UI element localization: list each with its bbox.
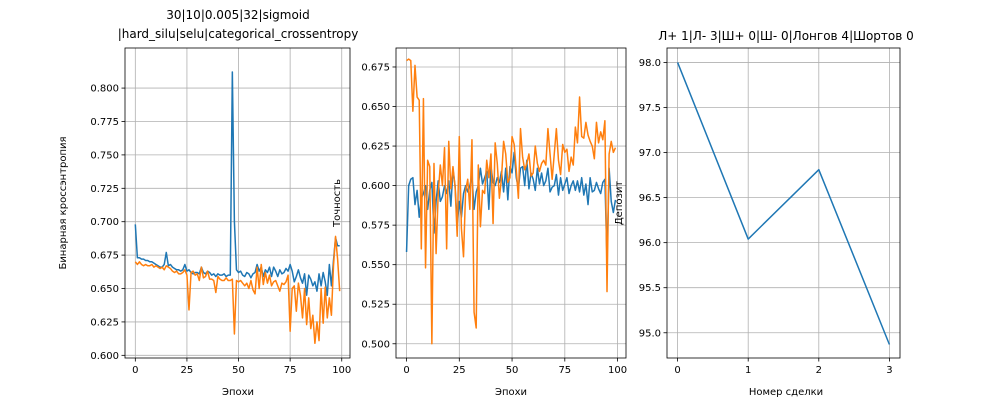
accuracy-chart-xtick-label: 25: [453, 365, 466, 376]
accuracy-chart-frame: [395, 47, 627, 359]
accuracy-chart-xlabel: Эпохи: [495, 387, 527, 398]
accuracy-chart-xtick-label: 0: [403, 365, 409, 376]
loss-chart-xtick-label: 75: [284, 365, 297, 376]
deposit-chart: 0 1 2 3 95.0 95.5 96.0 96.5 97.0 97.5 98.0 Л+ 1|Л-…: [614, 29, 914, 398]
accuracy-chart-ytick-label: 0.675: [361, 62, 390, 73]
accuracy-chart-xtick-label: 100: [608, 365, 627, 376]
loss-chart-ytick-label: 0.700: [90, 217, 119, 228]
loss-chart-ytick-label: 0.600: [90, 351, 119, 362]
loss-chart-series-1-line: [134, 71, 340, 296]
loss-chart-ytick-label: 0.625: [90, 317, 119, 328]
loss-chart-title: 30|10|0.005|32|sigmoid |hard_silu|selu|ca…: [118, 8, 359, 41]
accuracy-chart: 0 25 50 75 100 0.500 0.525 0.550 0.575 0.600 0.625…: [332, 47, 627, 398]
loss-chart-xlabel: Эпохи: [222, 387, 254, 398]
accuracy-chart-ylabel: Точность: [332, 179, 343, 228]
loss-chart-xtick-label: 100: [332, 365, 351, 376]
accuracy-chart-ytick-label: 0.625: [361, 142, 390, 153]
deposit-chart-ytick-label: 98.0: [639, 58, 661, 69]
accuracy-chart-ytick-label: 0.650: [361, 102, 390, 113]
deposit-chart-ytick-label: 95.5: [639, 283, 661, 294]
loss-chart-ytick-label: 0.800: [90, 84, 119, 95]
loss-chart-ytick-label: 0.675: [90, 251, 119, 262]
deposit-chart-ytick-label: 96.0: [639, 238, 661, 249]
deposit-chart-xtick-label: 1: [745, 365, 751, 376]
accuracy-chart-ytick-label: 0.575: [361, 221, 390, 232]
deposit-chart-xtick-label: 0: [674, 365, 680, 376]
deposit-chart-ytick-label: 95.0: [639, 328, 661, 339]
deposit-chart-ytick-label: 97.0: [639, 148, 661, 159]
loss-chart-ytick-label: 0.725: [90, 184, 119, 195]
accuracy-chart-xtick-label: 50: [506, 365, 519, 376]
accuracy-chart-series-2-line: [406, 58, 617, 345]
accuracy-chart-xtick-label: 75: [558, 365, 571, 376]
deposit-chart-ytick-label: 97.5: [639, 103, 661, 114]
loss-chart-series-2-line: [134, 235, 341, 345]
deposit-chart-ytick-label: 96.5: [639, 193, 661, 204]
loss-chart-xtick-label: 25: [181, 365, 194, 376]
deposit-chart-xtick-label: 2: [816, 365, 822, 376]
deposit-chart-xlabel: Номер сделки: [749, 387, 823, 398]
deposit-chart-title: Л+ 1|Л- 3|Ш+ 0|Ш- 0|Лонгов 4|Шортов 0: [658, 29, 914, 43]
deposit-chart-series-1-line: [676, 62, 891, 345]
loss-chart-ytick-label: 0.650: [90, 284, 119, 295]
deposit-chart-frame: [666, 47, 901, 359]
loss-chart-xtick-label: 50: [232, 365, 245, 376]
deposit-chart-xtick-label: 3: [886, 365, 892, 376]
loss-chart-ylabel: Бинарная кроссэнтропия: [58, 136, 69, 269]
loss-chart-ytick-label: 0.775: [90, 117, 119, 128]
deposit-chart-ylabel: Депозит: [614, 181, 625, 225]
loss-chart: 0 25 50 75 100 0.600 0.625 0.650 0.675 0.700 0.725…: [58, 8, 358, 398]
accuracy-chart-ytick-label: 0.525: [361, 300, 390, 311]
accuracy-chart-ytick-label: 0.550: [361, 260, 390, 271]
loss-chart-ytick-label: 0.750: [90, 150, 119, 161]
accuracy-chart-ytick-label: 0.600: [361, 181, 390, 192]
loss-chart-frame: [124, 47, 351, 359]
loss-chart-xtick-label: 0: [132, 365, 138, 376]
accuracy-chart-ytick-label: 0.500: [361, 339, 390, 350]
